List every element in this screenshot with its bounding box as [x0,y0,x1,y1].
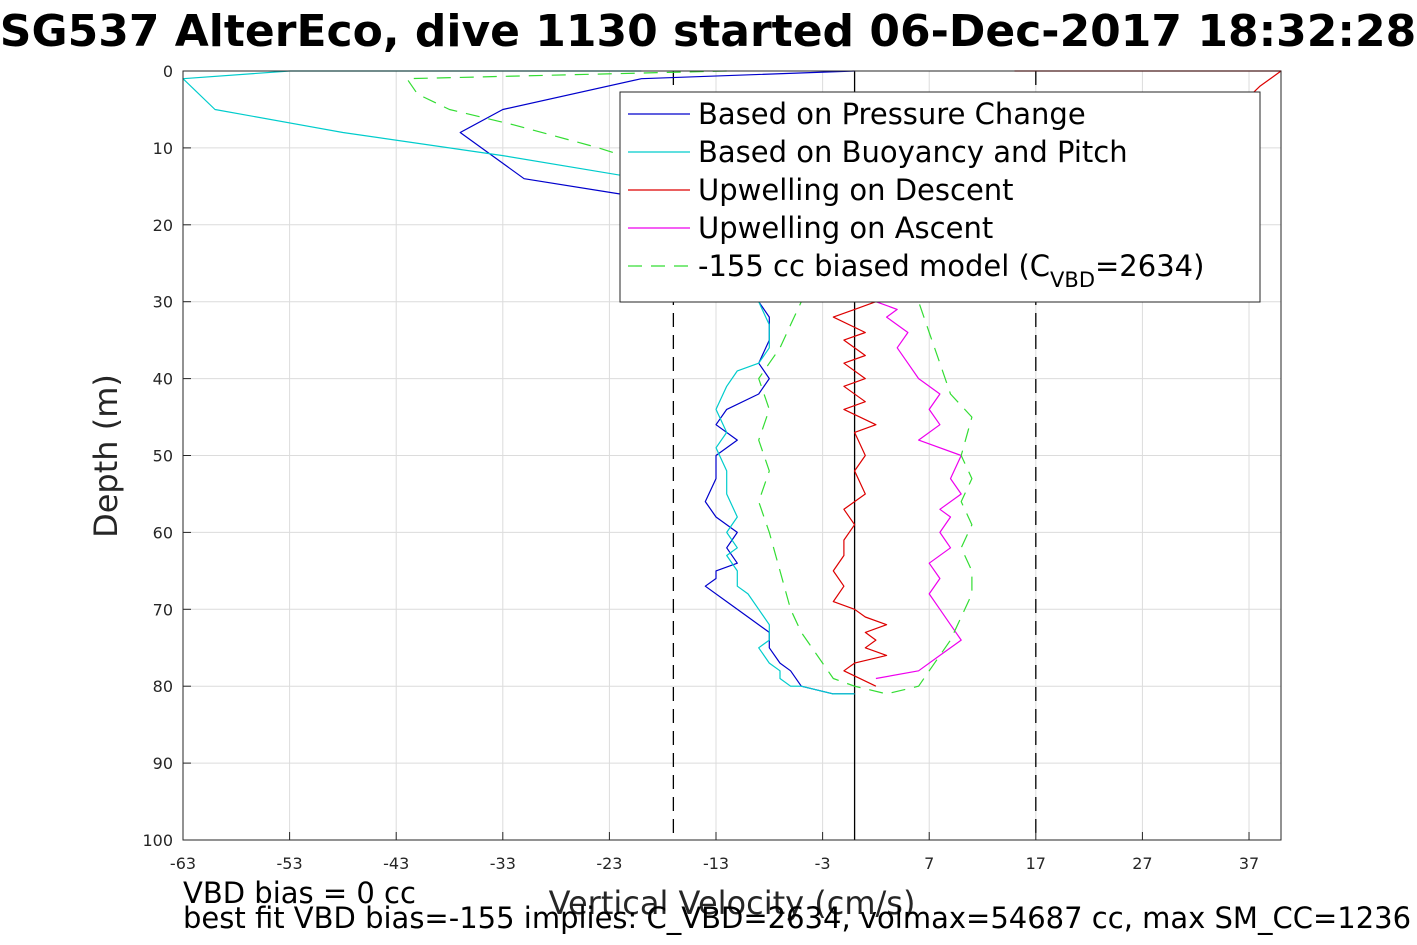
x-tick-label: -43 [383,854,409,873]
x-tick-label: -33 [490,854,516,873]
y-tick-label: 20 [153,216,173,235]
x-tick-label: 27 [1132,854,1152,873]
legend-label: Upwelling on Descent [698,173,1014,207]
legend-box [619,91,1261,303]
x-tick-label: -13 [703,854,729,873]
y-axis-label: Depth (m) [87,374,125,538]
x-tick-label: -23 [596,854,622,873]
y-tick-label: 50 [153,447,173,466]
x-tick-label: -3 [815,854,831,873]
legend-label: Upwelling on Ascent [698,211,993,245]
legend-label: Based on Pressure Change [698,97,1086,131]
y-tick-label: 70 [153,600,173,619]
x-tick-label: 17 [1026,854,1046,873]
x-tick-label: 37 [1239,854,1259,873]
y-tick-label: 0 [163,62,173,81]
y-tick-label: 80 [153,677,173,696]
legend-label: -155 cc biased model (CVBD=2634) [698,249,1204,292]
x-tick-label: -63 [170,854,196,873]
footnote-best-fit: best fit VBD bias=-155 implies: C_VBD=26… [183,901,1411,935]
x-axis-label: Vertical Velocity (cm/s) [549,884,916,922]
y-tick-label: 100 [142,831,173,850]
y-tick-label: 90 [153,754,173,773]
series-line-2 [832,70,1282,687]
legend: Based on Pressure Change Based on Buoyanc… [619,91,1261,303]
y-tick-label: 30 [153,293,173,312]
y-tick-label: 40 [153,370,173,389]
y-tick-label: 60 [153,523,173,542]
y-tick-label: 10 [153,139,173,158]
x-tick-label: -53 [277,854,303,873]
axis-ticks: -63 -53 -43 -33 -23 -13 -3 7 17 27 37 0 10 20 30 40 50 60… [142,62,1259,873]
chart-title: SG537 AlterEco, dive 1130 started 06-Dec… [0,6,1416,57]
legend-label: Based on Buoyancy and Pitch [698,135,1128,169]
footnote-vbd-bias: VBD bias = 0 cc [183,876,416,910]
x-tick-label: 7 [924,854,934,873]
